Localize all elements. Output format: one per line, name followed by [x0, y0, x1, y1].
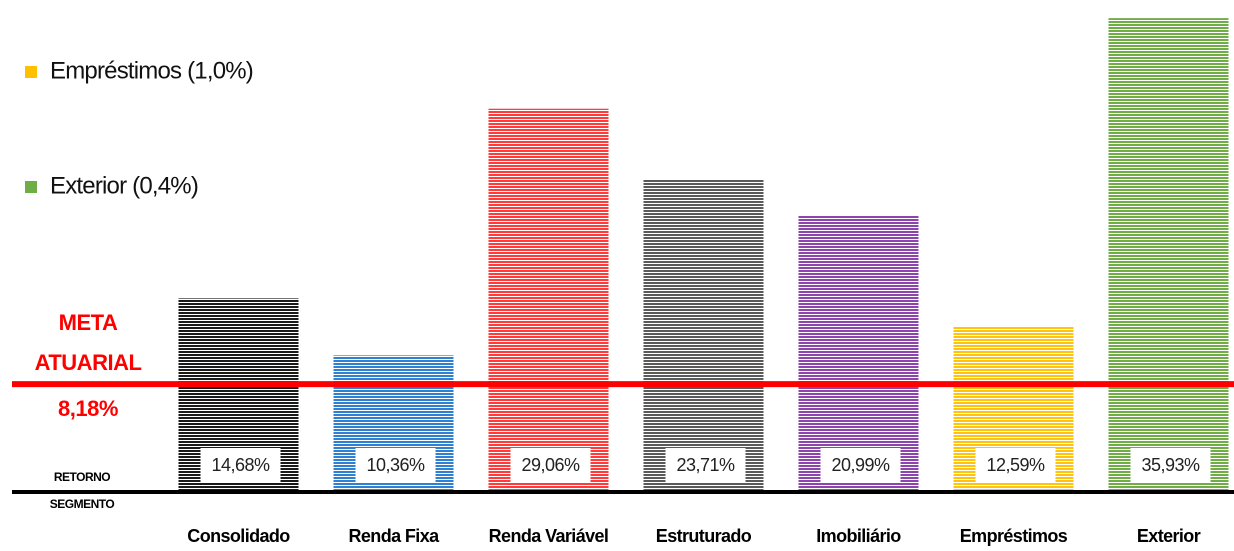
value-label: 29,06% — [521, 455, 580, 475]
bar — [643, 179, 764, 493]
value-label: 20,99% — [831, 455, 890, 475]
x-tick-label: Imobiliário — [816, 526, 901, 546]
value-label: 35,93% — [1141, 455, 1200, 475]
annotation: Exterior (0,4%) — [50, 172, 198, 199]
value-label-box — [510, 448, 591, 482]
bar — [488, 108, 609, 492]
value-label: 10,36% — [366, 455, 425, 475]
axis-label: RETORNO — [54, 470, 110, 484]
value-label: 14,68% — [211, 455, 270, 475]
x-tick-label: Empréstimos — [960, 526, 1068, 546]
annotation-swatch — [25, 66, 37, 78]
value-label-box — [1130, 448, 1211, 482]
value-label: 12,59% — [986, 455, 1045, 475]
axis-label: SEGMENTO — [50, 497, 115, 511]
value-label-box — [975, 448, 1056, 482]
annotation-swatch — [25, 181, 37, 193]
value-label: 23,71% — [676, 455, 735, 475]
x-tick-label: Consolidado — [187, 526, 290, 546]
x-tick-label: Estruturado — [656, 526, 752, 546]
value-label-box — [665, 448, 746, 482]
annotation: Empréstimos (1,0%) — [50, 57, 253, 84]
x-tick-label: Renda Fixa — [348, 526, 440, 546]
bar — [1108, 18, 1229, 493]
value-label-box — [820, 448, 901, 482]
value-label-box — [200, 448, 281, 482]
x-tick-label: Exterior — [1137, 526, 1201, 546]
bar — [798, 215, 919, 492]
reference-label: ATUARIAL — [35, 350, 142, 375]
value-label-box — [355, 448, 436, 482]
reference-value-label: 8,18% — [58, 396, 118, 421]
reference-label: META — [59, 310, 118, 335]
x-tick-label: Renda Variável — [489, 526, 609, 546]
